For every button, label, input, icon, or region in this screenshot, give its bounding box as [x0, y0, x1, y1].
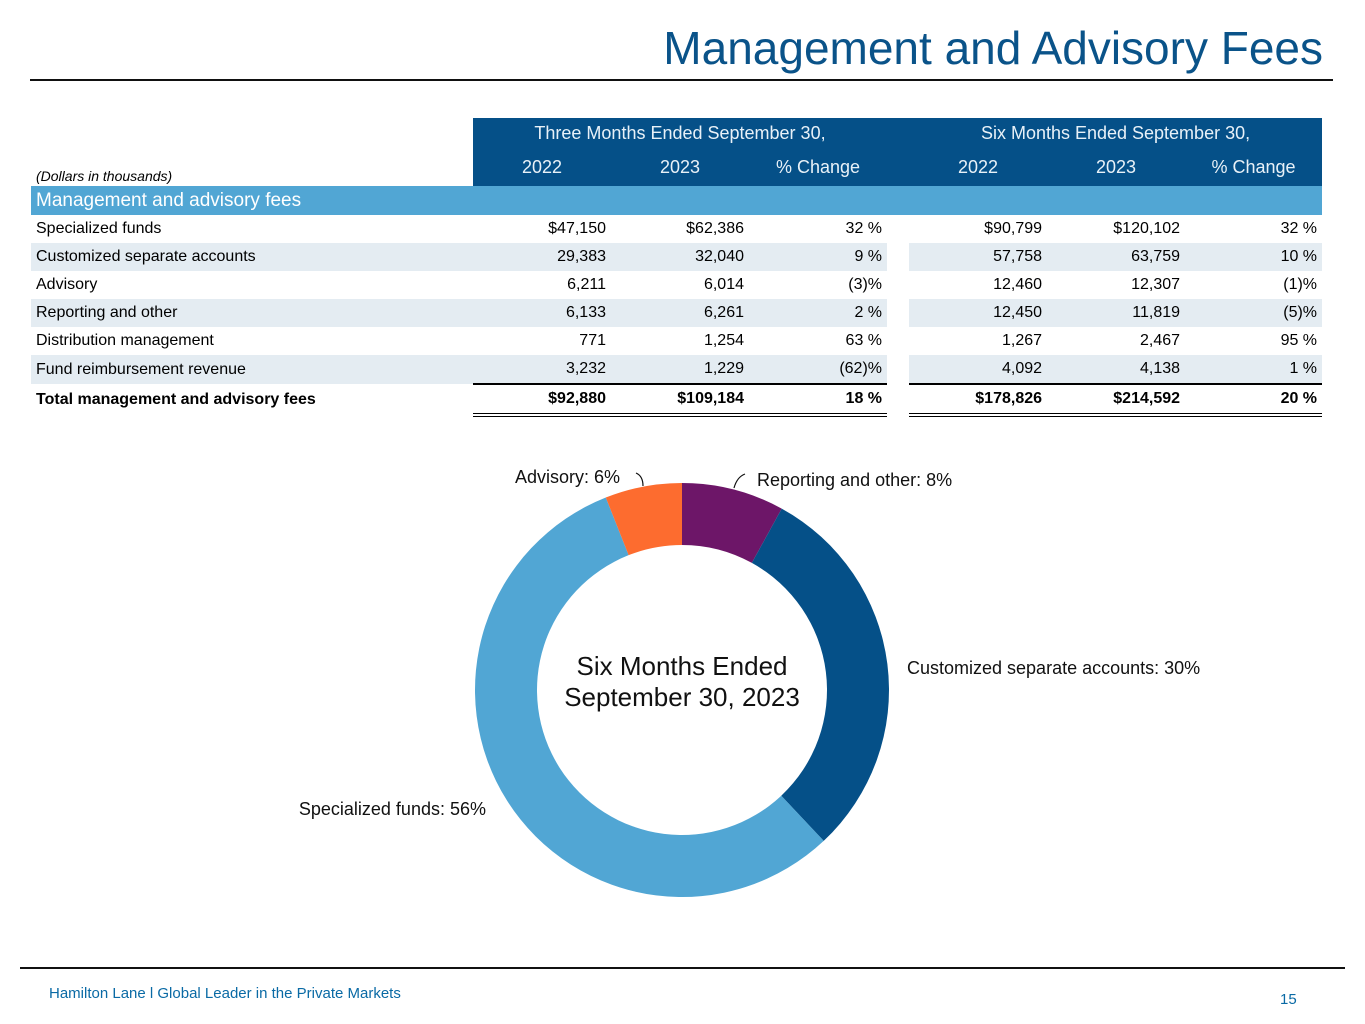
slice-label: Advisory: 6%	[515, 467, 620, 487]
table-cell: 12,307	[1131, 276, 1181, 293]
donut-slices	[474, 483, 889, 898]
table-cell: (62)%	[749, 355, 888, 384]
column-header: 2022	[473, 148, 611, 186]
fees-table: Three Months Ended September 30, Six Mon…	[31, 118, 1323, 417]
row-label: Total management and advisory fees	[36, 390, 316, 408]
table-row: Fund reimbursement revenue 3,232 1,229 (62)…	[31, 355, 1323, 384]
table-cell: $120,102	[1113, 220, 1181, 237]
slice-label: Customized separate accounts: 30%	[907, 658, 1200, 678]
table-cell: 32 %	[845, 220, 883, 237]
dollars-note: (Dollars in thousands)	[36, 168, 173, 184]
title-divider	[30, 79, 1333, 81]
table-cell: $214,592	[1047, 383, 1186, 417]
table-cell: 2,467	[1139, 332, 1181, 349]
row-label: Reporting and other	[31, 299, 473, 327]
donut-slice	[682, 483, 782, 563]
table-cell: 1 %	[1185, 355, 1323, 384]
slice-label: Reporting and other: 8%	[757, 470, 952, 490]
table-cell: 29,383	[473, 243, 611, 271]
table-cell: 63,759	[1047, 243, 1186, 271]
table-cell: 2 %	[749, 299, 888, 327]
table-cell: 1,267	[1001, 332, 1043, 349]
slice-labels: Reporting and other: 8% Customized separa…	[299, 467, 1200, 819]
group-header-six-months: Six Months Ended September 30,	[909, 118, 1323, 148]
table-cell: 6,211	[567, 276, 606, 293]
table-cell: $109,184	[611, 383, 749, 417]
page-number: 15	[1280, 991, 1297, 1008]
column-header: 2023	[611, 148, 749, 186]
page-title: Management and Advisory Fees	[663, 22, 1323, 74]
table-cell: $92,880	[473, 383, 611, 417]
table-cell: 3,232	[473, 355, 611, 384]
donut-slice	[751, 508, 889, 841]
table-cell: 32 %	[1280, 220, 1318, 237]
table-cell: (1)%	[1283, 276, 1318, 293]
table-row: Reporting and other 6,133 6,261 2 % 12,450 11…	[31, 299, 1323, 327]
center-label-line-1: Six Months Ended	[576, 651, 787, 681]
table-cell: 1,229	[611, 355, 749, 384]
table-cell: 6,014	[703, 276, 744, 293]
column-header: % Change	[749, 148, 888, 186]
table-row: Customized separate accounts 29,383 32,040…	[31, 243, 1323, 271]
column-header: 2023	[1047, 148, 1186, 186]
table-group-header-row: Three Months Ended September 30, Six Mon…	[31, 118, 1323, 148]
row-label: Specialized funds	[36, 220, 162, 237]
table-cell: 32,040	[611, 243, 749, 271]
table-cell: (3)%	[848, 276, 883, 293]
table-cell: 12,460	[993, 276, 1043, 293]
center-label-line-2: September 30, 2023	[564, 682, 800, 712]
advisory-leader-line	[635, 472, 644, 487]
donut-chart: Reporting and other: 8% Customized separa…	[299, 467, 1200, 898]
donut-slice	[474, 497, 824, 898]
table-cell: 57,758	[909, 243, 1048, 271]
table-cell: 4,092	[909, 355, 1048, 384]
row-label: Distribution management	[36, 332, 214, 349]
donut-slice	[605, 483, 682, 556]
table-cell: $90,799	[984, 220, 1043, 237]
table-cell: 12,450	[909, 299, 1048, 327]
table-cell: 4,138	[1047, 355, 1186, 384]
table-row: Distribution management 771 1,254 63 % 1,267…	[31, 327, 1322, 355]
section-header-row: Management and advisory fees	[31, 186, 1323, 215]
column-header: 2022	[909, 148, 1048, 186]
table-column-header-row: (Dollars in thousands) 2022 2023 % Chang…	[31, 148, 1323, 186]
table-cell: 10 %	[1185, 243, 1323, 271]
reporting-leader-line	[733, 473, 746, 489]
section-label: Management and advisory fees	[31, 186, 1323, 215]
total-row: Total management and advisory fees $92,8…	[31, 383, 1323, 417]
table-row: Advisory 6,211 6,014 (3)% 12,460 12,307 (1)%	[31, 271, 1322, 299]
table-row: Specialized funds $47,150 $62,386 32 % $90,7…	[31, 215, 1322, 243]
group-header-three-months: Three Months Ended September 30,	[473, 118, 888, 148]
table-cell: 95 %	[1280, 332, 1318, 349]
table-cell: 18 %	[749, 383, 888, 417]
table-cell: 6,261	[611, 299, 749, 327]
table-cell: 1,254	[703, 332, 744, 349]
table-cell: 6,133	[473, 299, 611, 327]
table-cell: $47,150	[548, 220, 606, 237]
table-cell: 63 %	[845, 332, 883, 349]
column-header: % Change	[1185, 148, 1323, 186]
footer-divider	[20, 967, 1345, 969]
table-cell: 11,819	[1047, 299, 1186, 327]
table-cell: 771	[579, 332, 606, 349]
table-cell: $178,826	[909, 383, 1048, 417]
table-cell: 20 %	[1185, 383, 1323, 417]
row-label: Advisory	[36, 276, 98, 293]
table-cell: 9 %	[749, 243, 888, 271]
table-cell: $62,386	[686, 220, 744, 237]
table-cell: (5)%	[1185, 299, 1323, 327]
footer-text: Hamilton Lane l Global Leader in the Pri…	[49, 985, 401, 1002]
row-label: Customized separate accounts	[31, 243, 473, 271]
row-label: Fund reimbursement revenue	[31, 355, 473, 384]
slice-label: Specialized funds: 56%	[299, 799, 486, 819]
